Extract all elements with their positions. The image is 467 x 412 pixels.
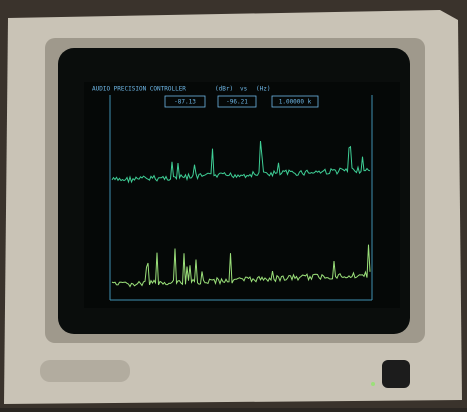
power-button[interactable] (382, 360, 410, 388)
header-title: AUDIO PRECISION CONTROLLER (92, 86, 186, 93)
logo-plate (40, 360, 130, 382)
spectrum-trace (111, 140, 371, 184)
spectrum-trace (111, 244, 371, 288)
traces (111, 140, 371, 288)
readout-box (217, 95, 257, 108)
header-units-x: (Hz) (256, 86, 270, 93)
readout: -96.21 (226, 99, 248, 106)
header-vs: vs (240, 86, 248, 93)
readout: 1.00000 k (279, 99, 312, 106)
readout: -87.13 (174, 99, 196, 106)
readout-box (271, 95, 319, 108)
display-area (84, 82, 400, 308)
header-units-y: (dBr) (215, 86, 233, 93)
power-led (371, 382, 375, 386)
readout-box (164, 95, 206, 108)
